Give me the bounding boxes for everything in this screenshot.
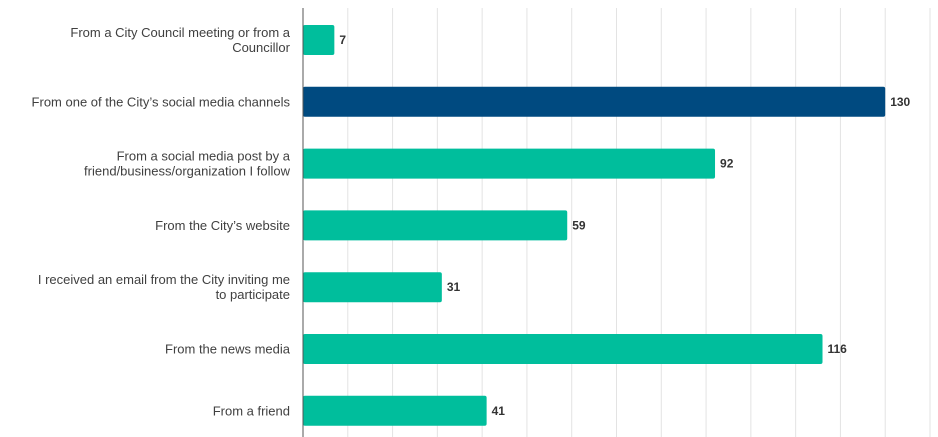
category-label: From the news media xyxy=(165,342,291,357)
category-label: From a social media post by a friend/busi… xyxy=(84,149,291,179)
value-label: 92 xyxy=(720,157,734,171)
category-label: From one of the City’s social media chan… xyxy=(32,94,291,109)
value-label: 41 xyxy=(492,404,506,418)
bar xyxy=(303,210,568,241)
bar xyxy=(303,272,442,303)
value-labels: 7 130 92 59 31 116 41 xyxy=(339,33,910,418)
category-label: From a friend xyxy=(213,403,290,418)
bar xyxy=(303,148,716,179)
bar xyxy=(303,86,886,117)
value-label: 31 xyxy=(447,280,461,294)
value-label: 59 xyxy=(572,218,586,232)
bar xyxy=(303,395,487,426)
value-label: 116 xyxy=(828,342,848,356)
bars xyxy=(303,25,886,426)
category-labels: From a City Council meeting or from a Cou… xyxy=(32,25,291,418)
category-label: From a City Council meeting or from a Cou… xyxy=(70,25,290,55)
category-label: I received an email from the City inviti… xyxy=(38,272,290,302)
bar xyxy=(303,25,335,55)
value-label: 7 xyxy=(339,33,346,47)
bar xyxy=(303,334,823,364)
category-label: From the City’s website xyxy=(155,218,290,233)
value-label: 130 xyxy=(890,95,910,109)
